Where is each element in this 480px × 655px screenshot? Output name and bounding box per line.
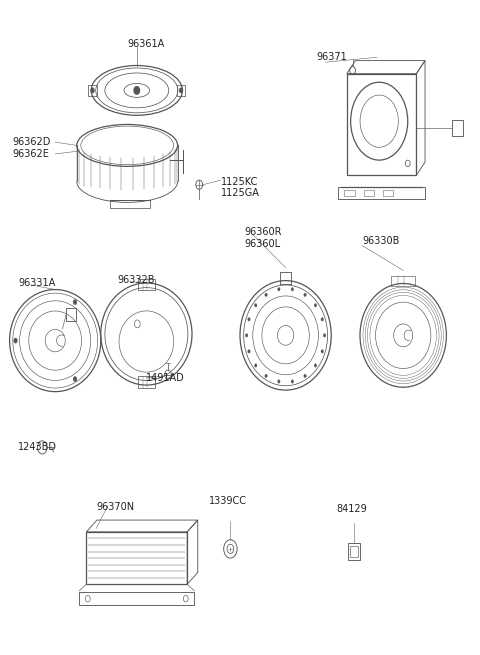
Circle shape xyxy=(314,364,317,367)
Circle shape xyxy=(304,374,306,378)
Bar xyxy=(350,546,358,557)
Text: 1125KC: 1125KC xyxy=(221,177,258,187)
Text: 96360R: 96360R xyxy=(245,227,282,237)
Circle shape xyxy=(321,350,324,353)
Text: 96331A: 96331A xyxy=(18,278,56,288)
Text: 96362E: 96362E xyxy=(12,149,49,159)
Circle shape xyxy=(245,333,248,337)
Text: 1339CC: 1339CC xyxy=(209,496,247,506)
Bar xyxy=(79,592,194,605)
Circle shape xyxy=(277,380,280,383)
Bar xyxy=(364,190,374,196)
Bar xyxy=(66,308,76,321)
Text: 1491AD: 1491AD xyxy=(146,373,185,383)
Bar xyxy=(348,543,360,560)
Circle shape xyxy=(73,299,77,305)
Circle shape xyxy=(291,380,294,383)
Text: 96371: 96371 xyxy=(317,52,348,62)
Text: 96370N: 96370N xyxy=(96,502,134,512)
Circle shape xyxy=(134,86,140,94)
Text: 1125GA: 1125GA xyxy=(221,189,260,198)
Bar xyxy=(86,532,187,584)
Circle shape xyxy=(265,293,267,297)
Circle shape xyxy=(248,318,250,321)
Text: 96332B: 96332B xyxy=(118,275,155,285)
Bar xyxy=(88,85,97,96)
Bar xyxy=(138,377,155,388)
Circle shape xyxy=(321,318,324,321)
Bar xyxy=(280,272,291,284)
Bar xyxy=(452,120,463,136)
Circle shape xyxy=(277,288,280,291)
Bar xyxy=(280,272,291,284)
Text: 96330B: 96330B xyxy=(362,236,400,246)
Circle shape xyxy=(324,333,326,337)
Circle shape xyxy=(254,364,257,367)
Circle shape xyxy=(254,303,257,307)
Bar xyxy=(345,190,355,196)
Bar xyxy=(109,200,150,208)
Circle shape xyxy=(91,88,95,93)
Bar xyxy=(138,278,155,290)
Circle shape xyxy=(13,338,17,343)
Bar xyxy=(391,276,415,286)
Bar xyxy=(338,187,425,199)
Text: 96362D: 96362D xyxy=(12,138,50,147)
Bar xyxy=(383,190,394,196)
Circle shape xyxy=(314,303,317,307)
Text: 96361A: 96361A xyxy=(127,39,165,49)
Circle shape xyxy=(179,88,183,93)
Text: 84129: 84129 xyxy=(336,504,367,514)
Text: 96360L: 96360L xyxy=(245,239,281,249)
Circle shape xyxy=(73,377,77,382)
Bar xyxy=(347,74,417,175)
Circle shape xyxy=(304,293,306,297)
Bar xyxy=(177,85,185,96)
Circle shape xyxy=(291,288,294,291)
Text: 1243BD: 1243BD xyxy=(18,442,57,452)
Circle shape xyxy=(248,350,250,353)
Circle shape xyxy=(265,374,267,378)
